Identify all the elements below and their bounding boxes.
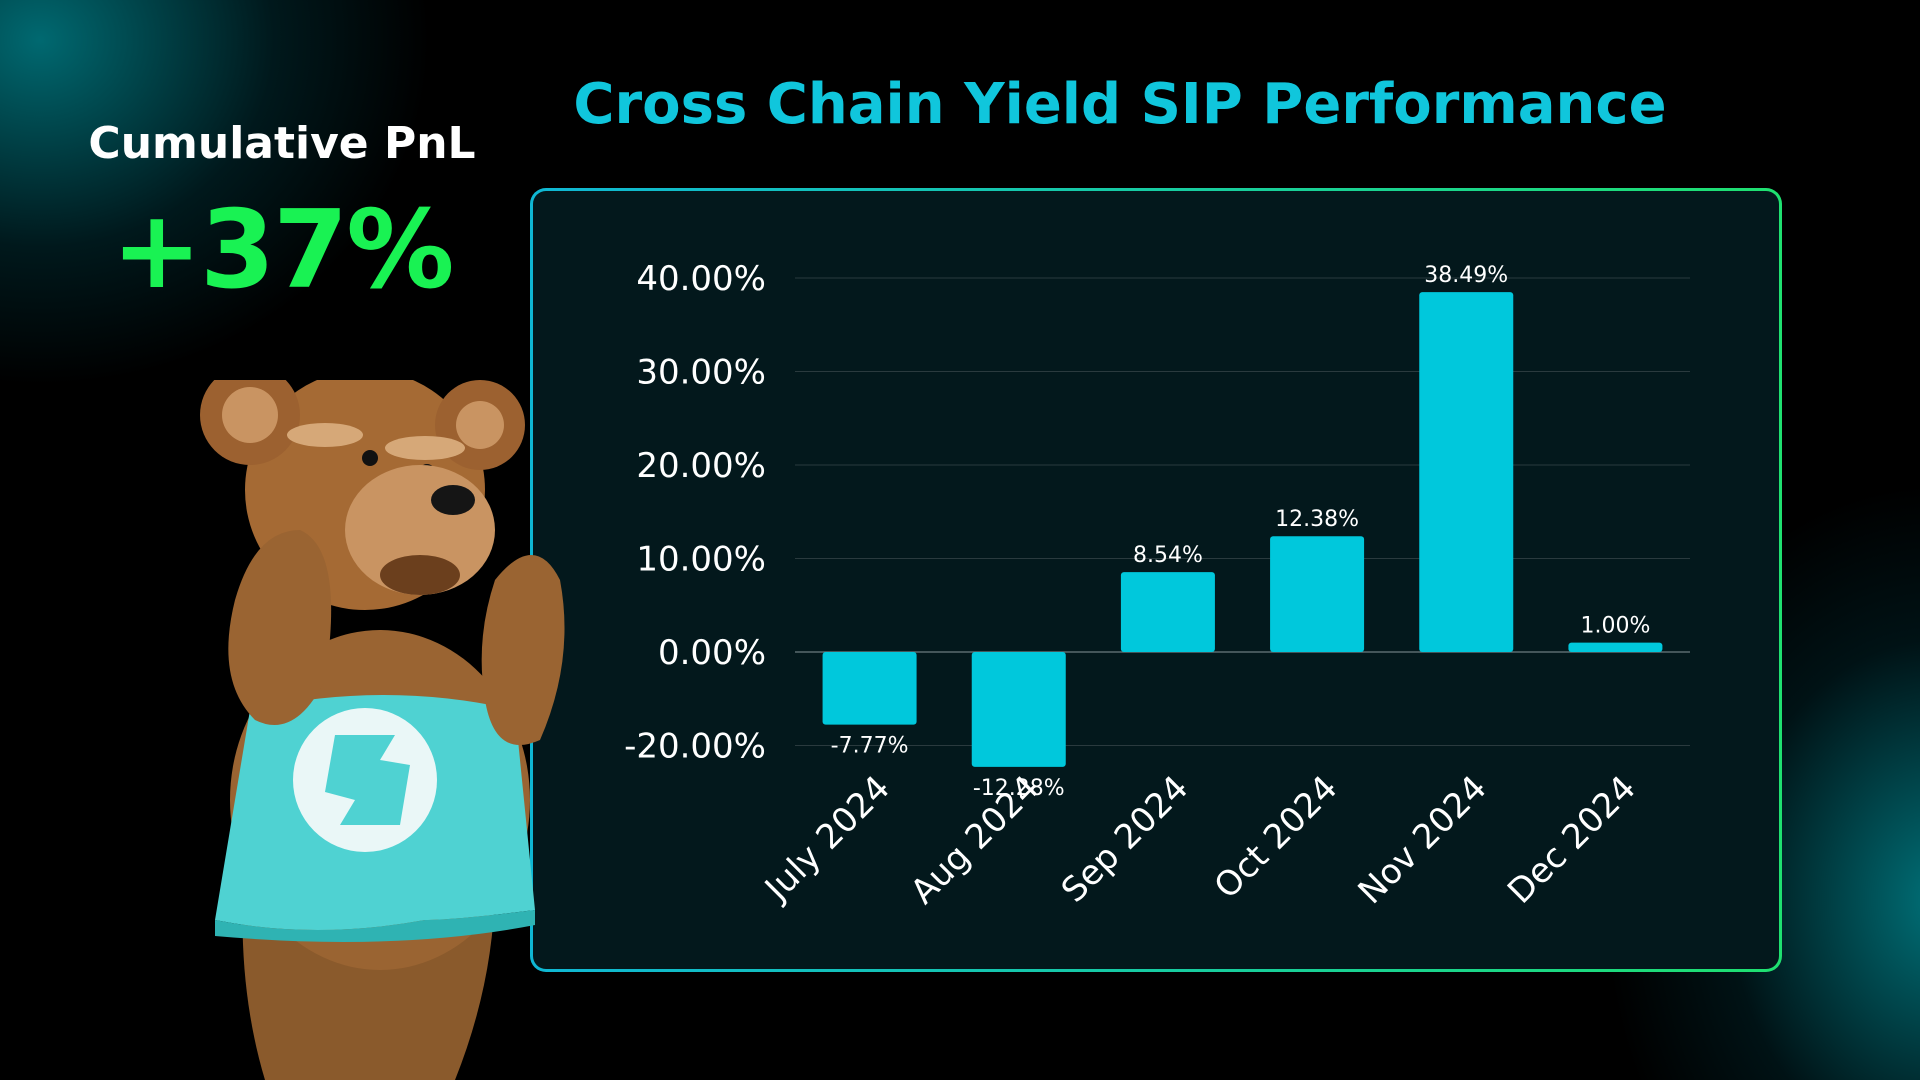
data-label: -12.28%	[973, 776, 1065, 801]
y-tick-label: -20.00%	[624, 727, 766, 767]
data-labels: -7.77% -12.28% 8.54% 12.38% 38.49% 1.00%	[831, 263, 1651, 801]
data-label: -7.77%	[831, 734, 909, 759]
x-tick-label: July 2024	[756, 768, 898, 910]
bar	[971, 652, 1066, 767]
bar	[1568, 642, 1663, 652]
chart-title: Cross Chain Yield SIP Performance	[573, 72, 1667, 137]
data-label: 12.38%	[1275, 507, 1359, 532]
bars	[822, 292, 1663, 767]
x-tick-label: Sep 2024	[1054, 768, 1196, 910]
data-label: 1.00%	[1580, 614, 1650, 639]
x-axis-ticks: July 2024 Aug 2024 Sep 2024 Oct 2024 Nov 202…	[756, 768, 1644, 912]
cumulative-pnl-label: Cumulative PnL	[88, 118, 476, 169]
y-tick-label: 20.00%	[636, 446, 766, 486]
y-tick-label: 30.00%	[636, 353, 766, 393]
cumulative-pnl-value: +37%	[111, 188, 455, 313]
bar	[1270, 536, 1365, 652]
bar	[1120, 572, 1215, 652]
bar	[822, 652, 917, 725]
y-tick-label: 0.00%	[658, 633, 766, 673]
bar	[1419, 292, 1514, 652]
x-tick-label: Nov 2024	[1351, 768, 1495, 912]
y-tick-label: 40.00%	[636, 259, 766, 299]
data-label: 8.54%	[1133, 543, 1203, 568]
y-tick-label: 10.00%	[636, 540, 766, 580]
x-tick-label: Oct 2024	[1207, 768, 1346, 907]
teddy-bear-mascot-icon	[200, 380, 565, 1080]
x-tick-label: Dec 2024	[1500, 768, 1644, 912]
y-axis-ticks: -20.00% 0.00% 10.00% 20.00% 30.00% 40.00%	[624, 259, 766, 767]
data-label: 38.49%	[1424, 263, 1508, 288]
gridlines	[795, 277, 1690, 746]
